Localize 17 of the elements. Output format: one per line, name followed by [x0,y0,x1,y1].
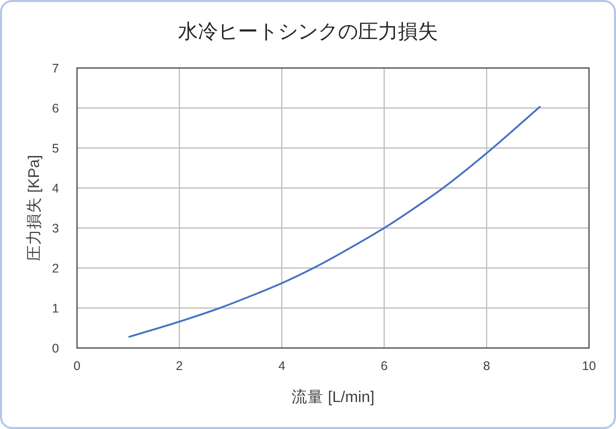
x-tick-label: 10 [582,359,596,373]
x-axis-title: 流量 [L/min] [292,388,374,406]
y-tick-label: 6 [52,102,60,116]
x-tick-label: 8 [483,359,490,373]
x-tick-label: 2 [176,359,183,373]
y-tick-label: 7 [52,62,60,76]
y-tick-label: 0 [52,342,60,356]
y-tick-label: 1 [52,302,60,316]
x-tick-label: 6 [380,359,388,373]
chart-title: 水冷ヒートシンクの圧力損失 [178,21,438,43]
y-tick-label: 2 [52,262,60,276]
y-tick-label: 4 [52,182,60,196]
x-tick-label: 0 [74,359,81,373]
y-axis-title: 圧力損失 [KPa] [25,154,43,262]
y-tick-label: 5 [52,142,60,156]
y-tick-label: 3 [52,222,60,236]
x-tick-label: 4 [278,359,286,373]
